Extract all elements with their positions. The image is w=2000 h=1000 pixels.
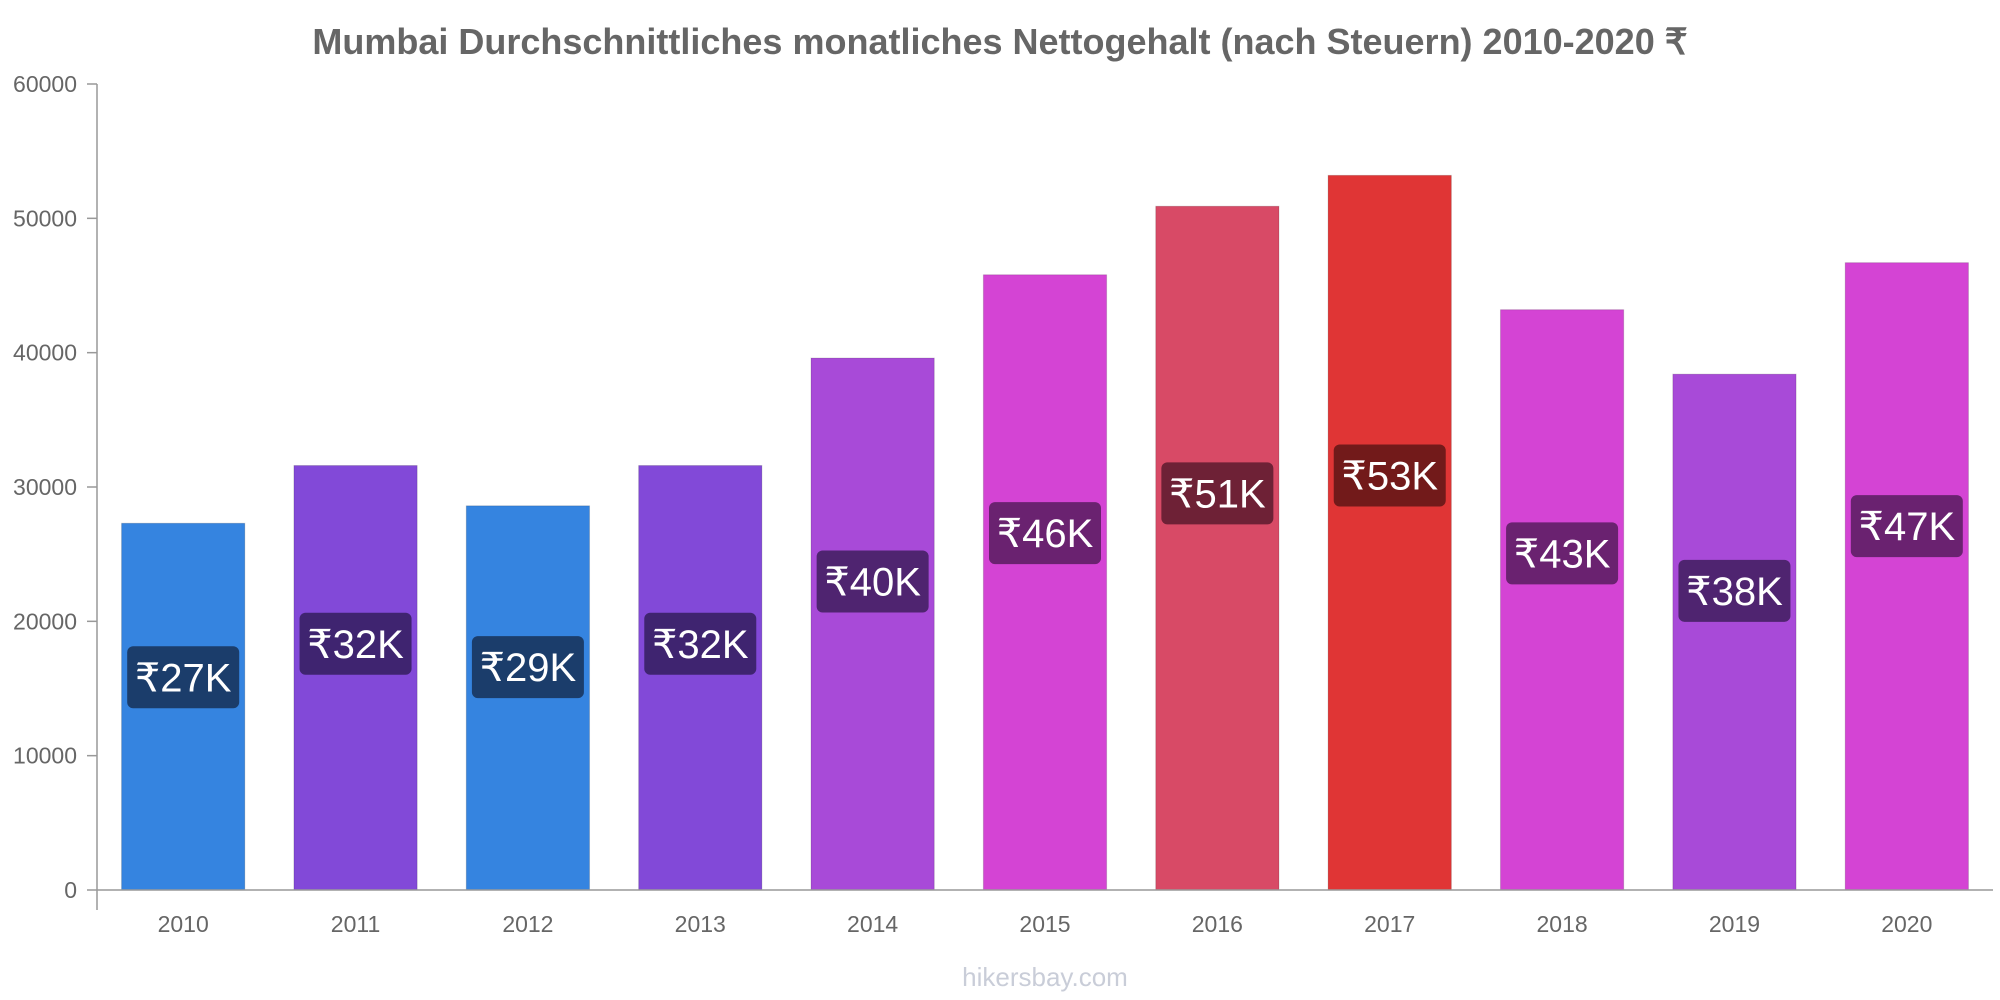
bar-group: ₹40K — [810, 357, 935, 891]
bar-group: ₹38K — [1672, 373, 1797, 891]
bar-group: ₹32K — [638, 465, 763, 891]
bar — [1499, 309, 1625, 891]
bar-group: ₹43K — [1499, 309, 1625, 891]
bar-group: ₹51K — [1155, 205, 1280, 891]
data-label: ₹46K — [997, 512, 1094, 556]
data-label-box — [644, 612, 757, 675]
x-axis: 2010 2011 2012 2013 2014 2015 2016 2017 2018 2019… — [97, 889, 1993, 937]
data-label-box — [1506, 522, 1619, 585]
data-label-box — [127, 646, 240, 709]
data-label: ₹27K — [135, 656, 232, 700]
x-tick-label: 2012 — [502, 911, 553, 937]
y-axis: 0 10000 20000 30000 40000 50000 60000 — [13, 71, 98, 910]
bar-group: ₹32K — [293, 465, 418, 891]
data-label: ₹29K — [480, 646, 577, 690]
chart-title: Mumbai Durchschnittliches monatliches Ne… — [312, 21, 1687, 62]
bars: ₹27K ₹32K ₹29K ₹32K ₹40K ₹46K ₹51K ₹53K ₹43K ₹38K… — [121, 174, 1969, 891]
x-tick-label: 2019 — [1709, 911, 1760, 937]
x-tick-label: 2016 — [1192, 911, 1243, 937]
data-label: ₹47K — [1859, 505, 1956, 549]
bar — [982, 274, 1108, 891]
bar — [1844, 262, 1969, 891]
source-credit: hikersbay.com — [962, 962, 1128, 992]
data-label: ₹38K — [1686, 570, 1783, 614]
data-label: ₹32K — [307, 623, 404, 667]
data-label-box — [1333, 444, 1446, 507]
y-tick-label: 30000 — [13, 474, 77, 500]
x-tick-label: 2018 — [1537, 911, 1588, 937]
x-tick-label: 2015 — [1019, 911, 1070, 937]
data-label-box — [1850, 495, 1963, 558]
bar-group: ₹29K — [465, 505, 591, 891]
x-tick-label: 2020 — [1881, 911, 1932, 937]
data-label-box — [1678, 559, 1791, 622]
x-tick-label: 2014 — [847, 911, 898, 937]
bar — [1672, 373, 1797, 891]
y-tick-label: 10000 — [13, 743, 77, 769]
data-label-box — [471, 636, 584, 699]
bar — [293, 465, 418, 891]
x-tick-label: 2013 — [675, 911, 726, 937]
data-label-box — [1161, 462, 1274, 525]
y-tick-label: 0 — [64, 877, 77, 903]
y-tick-label: 50000 — [13, 205, 77, 231]
bar — [638, 465, 763, 891]
x-tick-label: 2010 — [158, 911, 209, 937]
bar — [1155, 205, 1280, 891]
data-label: ₹53K — [1341, 455, 1438, 499]
x-tick-label: 2017 — [1364, 911, 1415, 937]
bar-group: ₹27K — [121, 522, 246, 891]
data-label-box — [816, 550, 929, 613]
bar — [1327, 174, 1452, 891]
y-tick-label: 40000 — [13, 340, 77, 366]
data-label: ₹43K — [1514, 532, 1611, 576]
bar — [810, 357, 935, 891]
data-label: ₹40K — [824, 560, 921, 604]
data-label: ₹32K — [652, 623, 749, 667]
bar-group: ₹46K — [982, 274, 1108, 891]
bar-group: ₹47K — [1844, 262, 1969, 891]
data-label-box — [989, 502, 1101, 565]
x-tick-label: 2011 — [331, 911, 380, 937]
y-tick-label: 20000 — [13, 608, 77, 634]
data-label: ₹51K — [1169, 472, 1266, 516]
y-tick-label: 60000 — [13, 71, 77, 97]
data-label-box — [299, 612, 412, 675]
bar-group: ₹53K — [1327, 174, 1452, 891]
